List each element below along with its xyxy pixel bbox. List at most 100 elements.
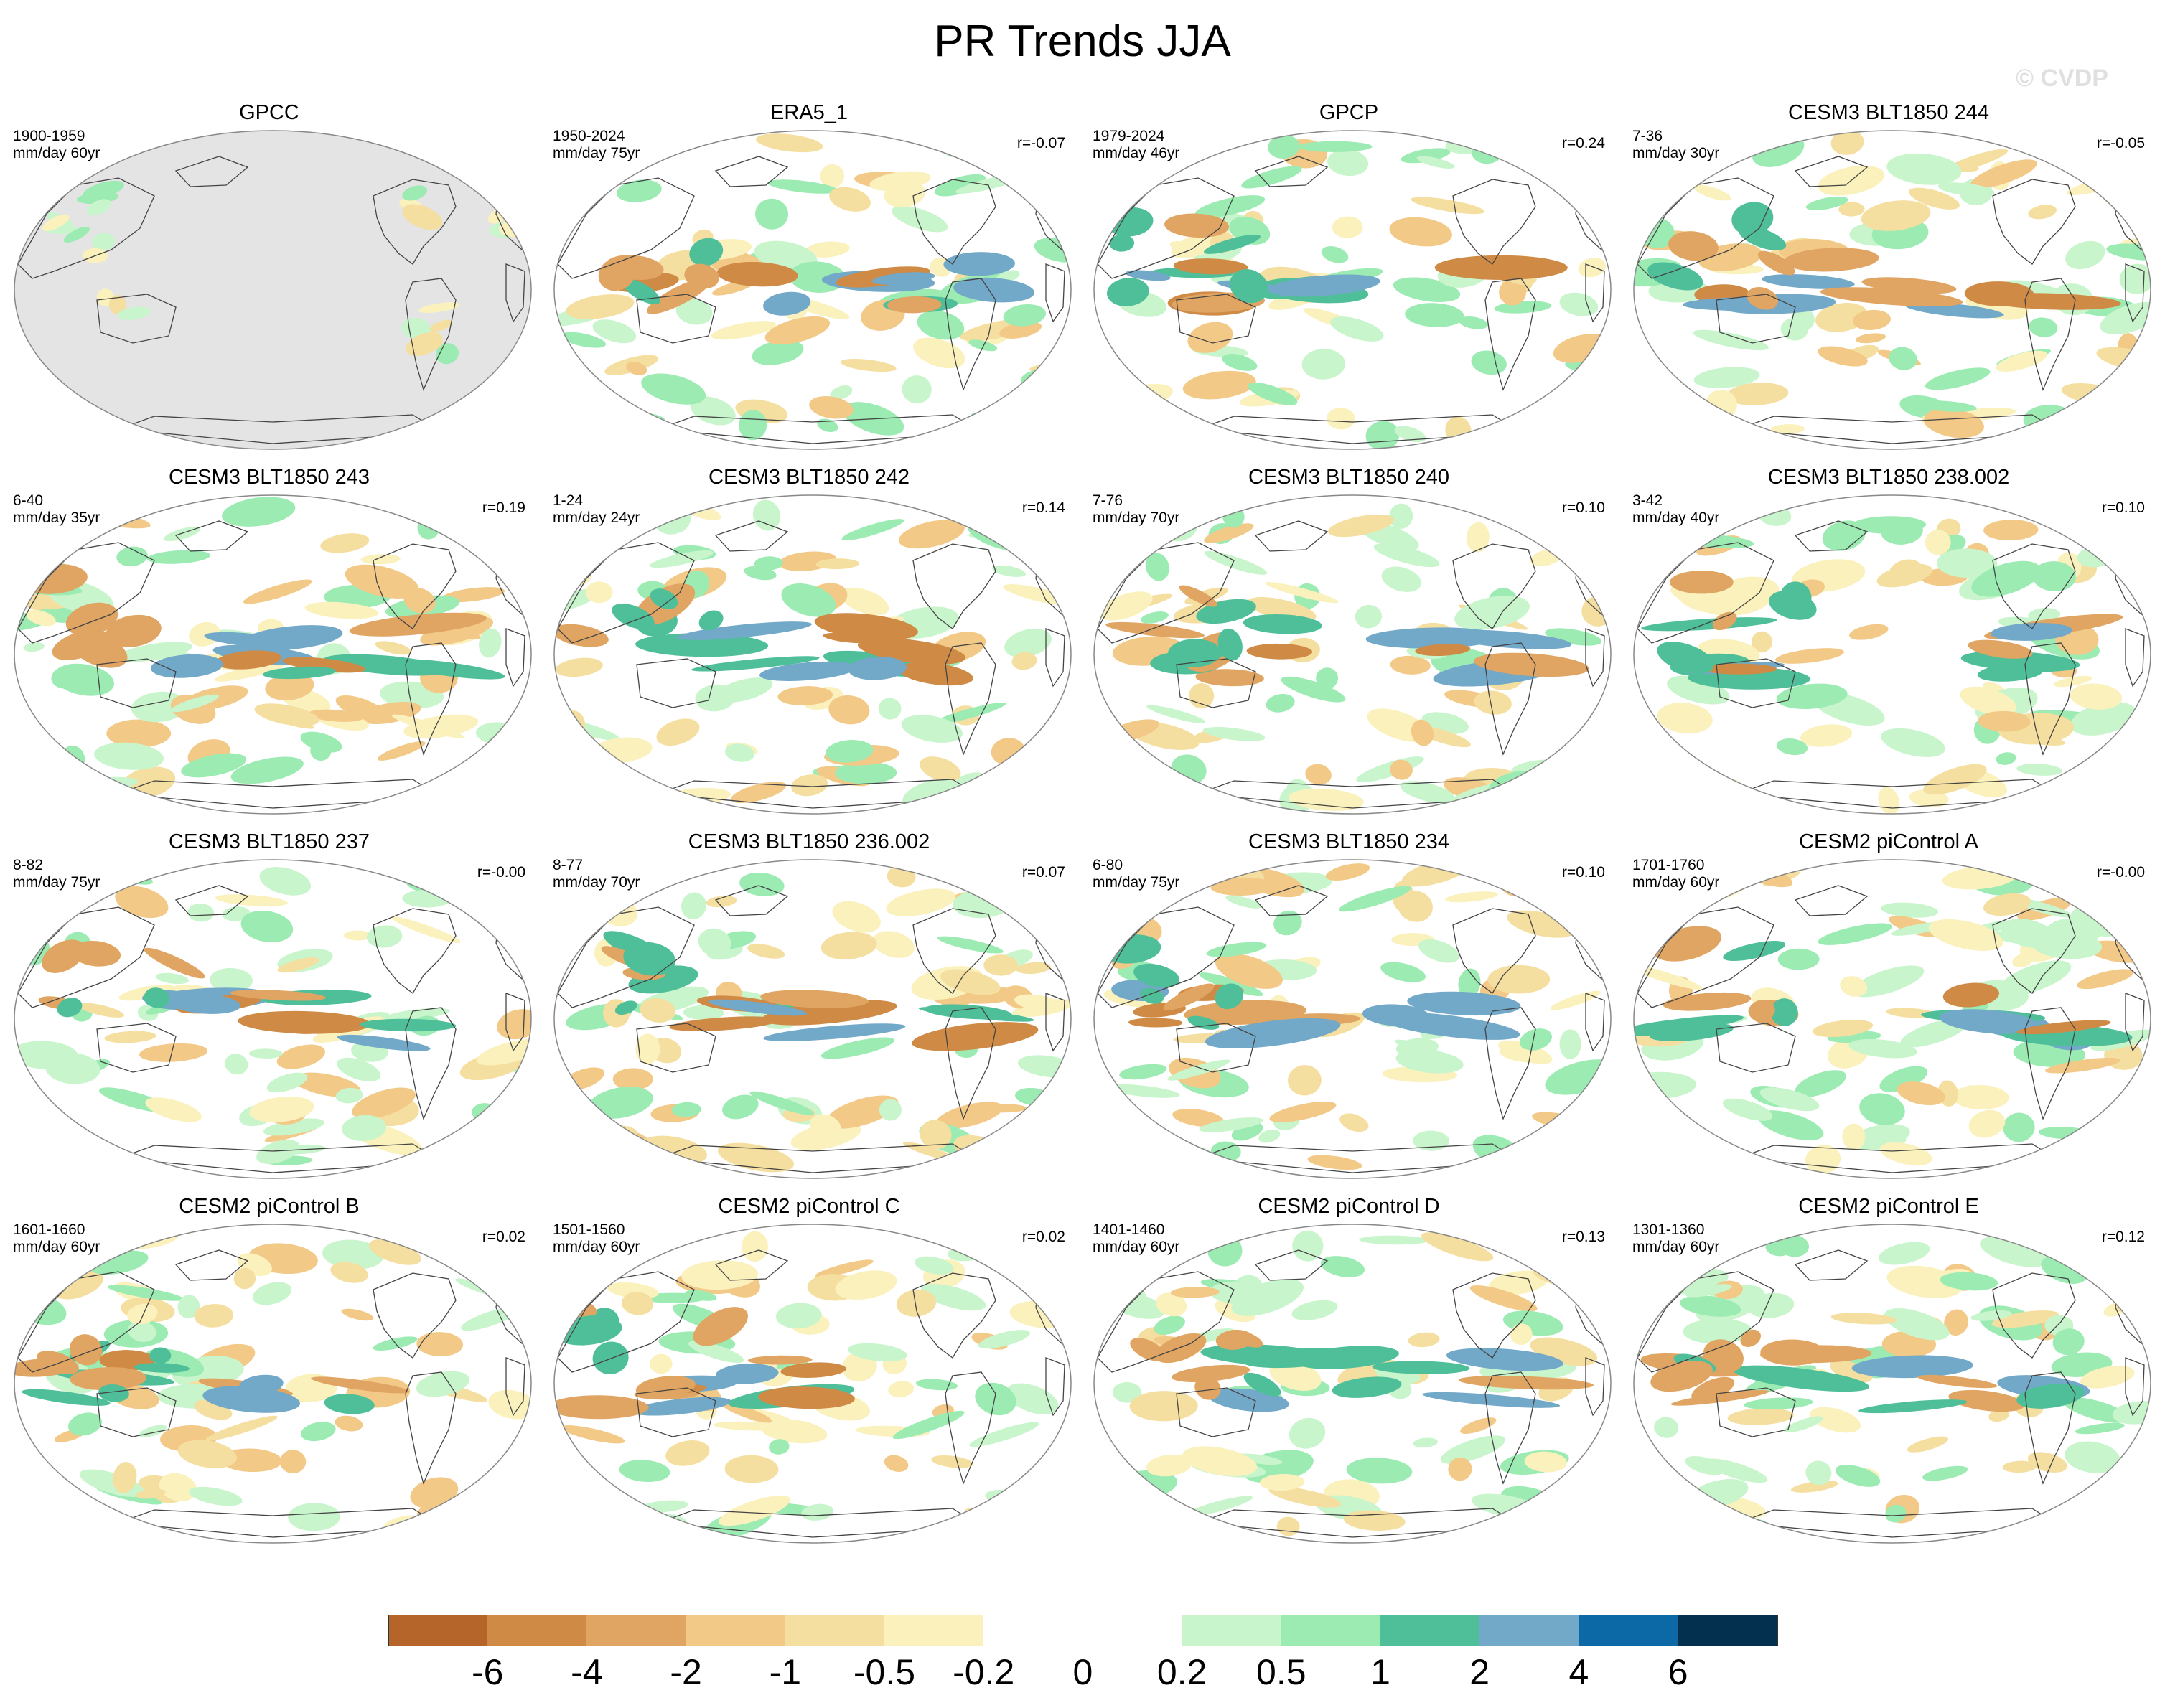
trend-patch (1460, 1417, 1497, 1434)
trend-patch (1740, 1329, 1761, 1347)
trend-patch (2078, 524, 2105, 537)
trend-patch (2110, 541, 2151, 563)
coastline (945, 642, 996, 756)
trend-patch (1970, 1310, 2012, 1321)
trend-patch (1760, 1339, 1825, 1366)
trend-patch (499, 1274, 529, 1299)
trend-patch (901, 715, 963, 743)
trend-patch (724, 1455, 779, 1483)
coastline (1045, 993, 1065, 1052)
trend-patch (1856, 333, 1886, 344)
panel-units: mm/day 60yr (1632, 1239, 1720, 1255)
trend-patch (1466, 522, 1490, 553)
trend-patch (2069, 1507, 2095, 1536)
trend-patch (820, 932, 877, 960)
trend-patch (1680, 1295, 1741, 1317)
coastline (2024, 1371, 2076, 1485)
trend-patch (117, 306, 151, 320)
trend-patch (91, 233, 116, 250)
trend-patch (1770, 424, 1805, 434)
trend-patch (1693, 329, 1769, 351)
trend-patch (188, 1486, 243, 1506)
coastline (912, 179, 996, 265)
trend-patch (410, 1477, 459, 1508)
trend-patch (1204, 550, 1268, 575)
trend-patch (1032, 384, 1070, 398)
trend-patch (502, 1475, 526, 1507)
trend-patch (1784, 248, 1879, 272)
trend-patch (1168, 639, 1221, 667)
trend-patch (2040, 497, 2074, 525)
colorbar-tick-label: -1 (769, 1652, 802, 1692)
coastline (1794, 1249, 1869, 1281)
trend-patch (1820, 287, 1963, 307)
trend-patch (204, 632, 291, 648)
trend-patch (1818, 923, 1892, 945)
trend-patch (1675, 792, 1721, 812)
trend-patch (902, 375, 932, 404)
trend-patch (716, 261, 798, 287)
trend-patch (898, 662, 973, 686)
trend-patch (1884, 1308, 1950, 1341)
trend-patch (871, 272, 935, 286)
trend-patch (155, 972, 189, 985)
trend-patch (1011, 652, 1037, 670)
trend-patch (752, 339, 804, 365)
panel-period: 1950-2024 (553, 128, 625, 144)
trend-patch (1810, 1407, 1861, 1433)
trend-patch (739, 410, 767, 441)
world-map (14, 859, 532, 1179)
trend-patch (1635, 1280, 1668, 1295)
trend-patch (731, 782, 787, 803)
trend-patch (1215, 953, 1283, 989)
trend-patch (249, 1096, 314, 1122)
panel-period: 1979-2024 (1093, 128, 1165, 144)
world-map (553, 859, 1072, 1179)
colorbar-tick-label: 0.2 (1156, 1652, 1207, 1692)
trend-patch (210, 967, 253, 993)
trend-patch (1751, 631, 1772, 653)
trend-patch (252, 1282, 292, 1305)
coastline (912, 543, 996, 629)
trend-patch (324, 1394, 375, 1414)
trend-patch (820, 164, 845, 189)
panel-title: CESM3 BLT1850 243 (169, 466, 370, 489)
trend-patch (1276, 1516, 1300, 1536)
trend-patch (1155, 1333, 1207, 1364)
trend-patch (1217, 628, 1243, 661)
colorbar-segment (1678, 1615, 1778, 1646)
trend-patch (418, 302, 460, 314)
trend-patch (961, 1512, 988, 1534)
trend-patch (330, 1262, 368, 1283)
trend-patch (1156, 1292, 1187, 1317)
trend-patch (614, 1000, 637, 1015)
trend-patch (489, 737, 531, 751)
trend-patch (86, 199, 111, 216)
colorbar-tick-label: 4 (1568, 1652, 1589, 1692)
trend-patch (1693, 184, 1731, 201)
coastline (1197, 414, 1523, 444)
trend-patch (240, 910, 294, 943)
trend-patch (1939, 1009, 2039, 1034)
trend-patch (1440, 1435, 1506, 1464)
trend-patch (1634, 965, 1703, 990)
trend-patch (1146, 705, 1206, 723)
trend-patch (1243, 614, 1322, 634)
world-map (1633, 494, 2151, 815)
panel-period: 8-77 (553, 857, 584, 873)
trend-patch (1546, 402, 1581, 422)
trend-patch (441, 587, 505, 603)
trend-patch (1762, 274, 1855, 289)
panel-period: 6-80 (1093, 857, 1123, 873)
trend-patch (1195, 669, 1264, 687)
trend-patch (619, 1460, 670, 1482)
trend-patch (106, 614, 162, 647)
coastline (1045, 263, 1065, 323)
trend-patch (375, 641, 412, 655)
trend-patch (2106, 243, 2151, 261)
trend-patch (1140, 611, 1169, 624)
trend-patch (1259, 1473, 1305, 1491)
coastline (2024, 278, 2076, 391)
trend-patch (760, 990, 869, 1008)
panel-units: mm/day 75yr (553, 145, 640, 161)
